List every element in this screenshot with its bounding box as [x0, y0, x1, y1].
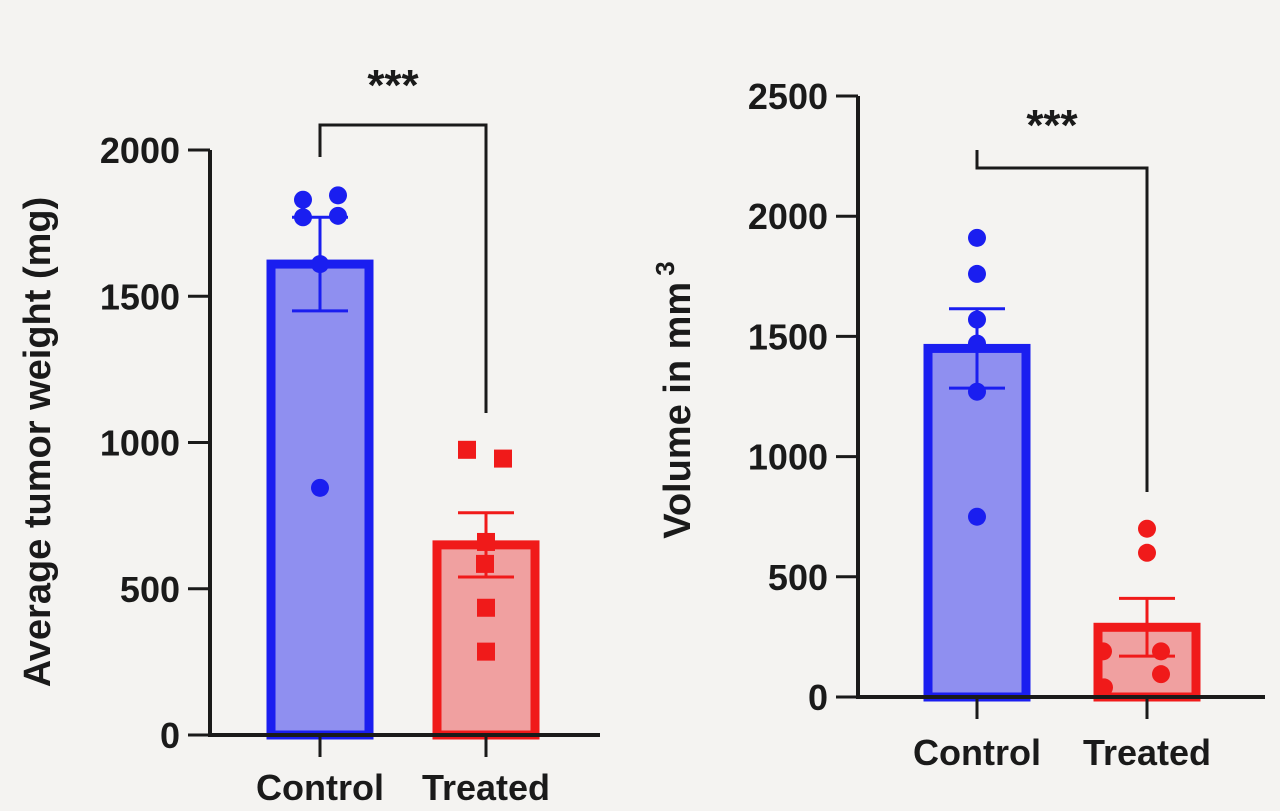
- significance-label: ***: [367, 61, 419, 110]
- data-point-treated: [494, 449, 512, 468]
- y-tick-label: 1000: [748, 437, 828, 478]
- data-point-treated: [477, 598, 495, 617]
- data-point-treated: [477, 532, 495, 551]
- data-point-treated: [458, 440, 476, 459]
- data-point-control: [968, 228, 986, 247]
- y-axis-title-superscript: 3: [650, 261, 680, 275]
- significance-label: ***: [1026, 101, 1078, 150]
- significance-bracket: [975, 150, 1149, 492]
- y-tick-label: 500: [120, 569, 180, 610]
- chart-2: Control Treated 0 500 1000 1500 2000 2500 Volume…: [650, 76, 1265, 773]
- data-point-treated: [1138, 519, 1156, 538]
- data-point-control: [294, 190, 312, 209]
- data-point-control: [311, 255, 329, 274]
- y-tick-label: 1000: [100, 423, 180, 464]
- data-point-treated: [1152, 665, 1170, 684]
- y-tick-label: 2000: [100, 130, 180, 171]
- x-tick-label: Control: [913, 732, 1041, 773]
- x-tick-label: Control: [256, 767, 384, 808]
- data-point-control: [329, 206, 347, 225]
- data-point-treated: [476, 554, 494, 573]
- y-tick-label: 0: [160, 715, 180, 756]
- chart-1: Control Treated 0 500 1000 1500 2000 Average tu…: [17, 61, 600, 808]
- data-point-treated: [1138, 543, 1156, 562]
- data-point-control: [968, 382, 986, 401]
- y-tick-label: 2000: [748, 196, 828, 237]
- significance-bracket: [318, 123, 488, 413]
- data-point-control: [968, 507, 986, 526]
- data-point-control: [311, 478, 329, 497]
- data-point-control: [329, 186, 347, 205]
- y-tick-label: 2500: [748, 76, 828, 117]
- y-axis-title: Average tumor weight (mg): [17, 197, 59, 688]
- data-point-treated: [1095, 678, 1113, 697]
- y-tick-label: 500: [768, 557, 828, 598]
- data-point-treated: [1152, 642, 1170, 661]
- data-point-treated: [1094, 642, 1112, 661]
- x-tick-label: Treated: [1083, 732, 1211, 773]
- data-point-treated: [477, 642, 495, 661]
- data-point-control: [968, 264, 986, 283]
- data-point-control: [968, 310, 986, 329]
- y-tick-label: 1500: [100, 276, 180, 317]
- bar-control: [266, 259, 374, 740]
- y-tick-label: 0: [808, 677, 828, 718]
- y-axis-title: Volume in mm3: [650, 261, 699, 538]
- y-tick-label: 1500: [748, 316, 828, 357]
- x-tick-label: Treated: [422, 767, 550, 808]
- data-point-control: [294, 208, 312, 227]
- data-point-control: [968, 334, 986, 353]
